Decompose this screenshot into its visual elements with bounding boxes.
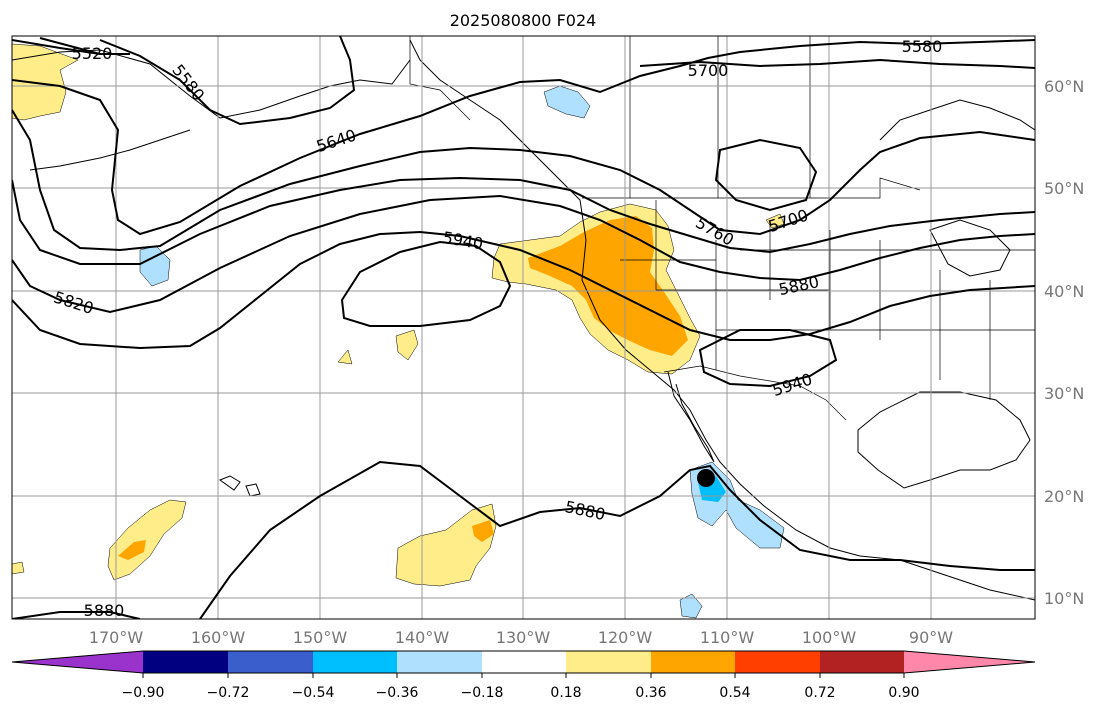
contour-5820 <box>12 194 1035 314</box>
storm-center-marker <box>697 469 715 487</box>
coast-gulf-of-mexico <box>857 391 1031 489</box>
contour-5760-closed <box>714 138 818 212</box>
colorbar-segment-5 <box>482 651 566 673</box>
colorbar-label-6: 0.36 <box>635 685 666 701</box>
graticule <box>12 36 1035 619</box>
coast-baja <box>667 371 715 463</box>
latitude-labels: 60°N 50°N 40°N 30°N 20°N 10°N <box>1044 77 1084 608</box>
colorbar-segment-8 <box>735 651 820 673</box>
map-area <box>12 36 1035 619</box>
colorbar-label-4: −0.18 <box>461 685 504 701</box>
contour-5520 <box>12 37 130 55</box>
border-us-states <box>620 200 1035 400</box>
contour-label-5880-sw: 5880 <box>84 601 125 620</box>
fill-small-yellow-2 <box>337 349 353 365</box>
lon-label-160w: 160°W <box>191 628 246 647</box>
coast-hudson <box>879 99 1035 141</box>
fill-light-blue-bc <box>543 85 591 119</box>
contour-5880 <box>12 230 1035 350</box>
colorbar-ticks <box>142 673 905 678</box>
colorbar-label-8: 0.72 <box>804 685 835 701</box>
contour-5880-south <box>199 460 1035 619</box>
border-alaska-canada <box>409 36 471 121</box>
fill-small-yellow-1 <box>395 329 419 361</box>
contour-5940-closed <box>340 240 512 327</box>
contour-label-5700-north: 5700 <box>688 61 729 80</box>
lon-label-120w: 120°W <box>598 628 653 647</box>
coast-hawaii <box>218 475 261 497</box>
contour-label-5520: 5520 <box>72 44 113 63</box>
map-title: 2025080800 F024 <box>450 11 597 30</box>
fill-hawaii-orange <box>472 520 494 542</box>
lat-label-60n: 60°N <box>1044 77 1084 96</box>
lat-label-50n: 50°N <box>1044 179 1084 198</box>
colorbar-extend-min <box>12 651 143 673</box>
lon-label-90w: 90°W <box>909 628 953 647</box>
contour-5700-north <box>12 109 1035 252</box>
fill-pacific-orange-west <box>118 540 146 560</box>
lat-label-40n: 40°N <box>1044 282 1084 301</box>
contour-label-5580-east: 5580 <box>902 37 943 56</box>
colorbar-segment-1 <box>143 651 228 673</box>
lat-label-20n: 20°N <box>1044 487 1084 506</box>
lon-label-150w: 150°W <box>293 628 348 647</box>
coast-great-lakes <box>929 219 1011 277</box>
fill-hawaii-yellow <box>395 503 497 587</box>
coastlines <box>12 39 1035 601</box>
colorbar-label-1: −0.72 <box>207 685 250 701</box>
longitude-labels: 170°W 160°W 150°W 140°W 130°W 120°W 110°… <box>89 628 953 647</box>
lat-label-30n: 30°N <box>1044 384 1084 403</box>
coast-alaska <box>12 49 411 119</box>
contour-5880-sw <box>12 611 141 619</box>
contour-5640 <box>12 39 1035 236</box>
anomaly-fills <box>12 43 785 619</box>
colorbar-segment-3 <box>313 651 397 673</box>
map-frame <box>11 35 1036 620</box>
fill-light-blue-south <box>679 593 703 619</box>
lon-label-110w: 110°W <box>700 628 755 647</box>
colorbar-label-7: 0.54 <box>719 685 750 701</box>
colorbar-label-3: −0.36 <box>376 685 419 701</box>
fill-pacific-yellow-west <box>107 499 187 581</box>
colorbar-extend-max <box>904 651 1035 673</box>
lon-label-100w: 100°W <box>802 628 857 647</box>
lon-label-140w: 140°W <box>395 628 450 647</box>
colorbar-label-5: 0.18 <box>550 685 581 701</box>
lon-label-170w: 170°W <box>89 628 144 647</box>
lat-label-10n: 10°N <box>1044 589 1084 608</box>
coast-north-america <box>409 39 1035 601</box>
colorbar: −0.90 −0.72 −0.54 −0.36 −0.18 0.18 0.36 … <box>11 650 1036 701</box>
colorbar-segment-6 <box>566 651 651 673</box>
fill-west-us-orange <box>528 216 688 356</box>
colorbar-label-2: −0.54 <box>292 685 335 701</box>
contour-5700-east <box>639 58 1035 69</box>
height-contours <box>12 36 1035 619</box>
contour-5580-west <box>99 36 356 126</box>
colorbar-label-0: −0.90 <box>122 685 165 701</box>
fill-small-yellow-3 <box>12 561 25 575</box>
contour-5940-east <box>698 329 838 388</box>
colorbar-segment-2 <box>228 651 313 673</box>
colorbar-segment-7 <box>651 651 735 673</box>
colorbar-label-9: 0.90 <box>888 685 919 701</box>
lon-label-130w: 130°W <box>496 628 551 647</box>
colorbar-segment-9 <box>820 651 904 673</box>
contour-5760 <box>12 176 1035 265</box>
colorbar-segment-4 <box>397 651 482 673</box>
